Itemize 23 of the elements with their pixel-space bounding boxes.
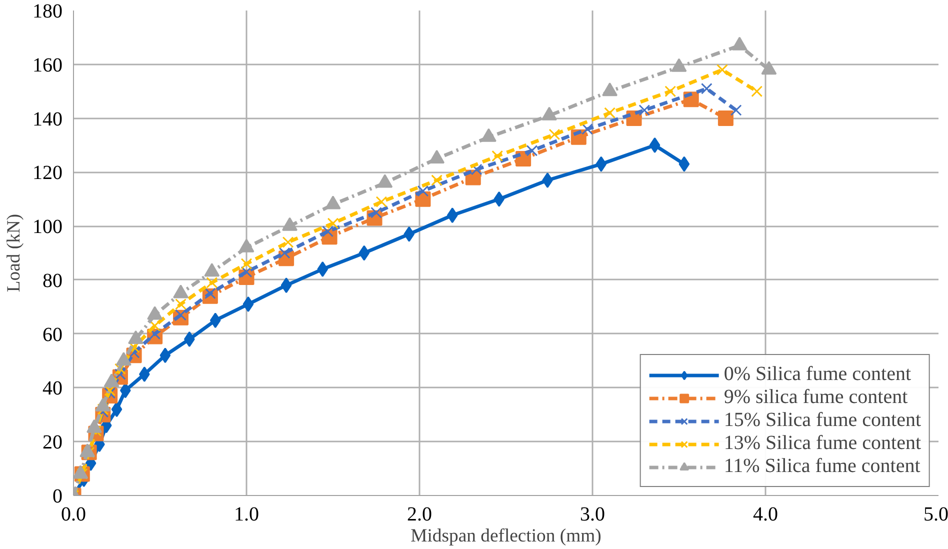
legend-label: 11% Silica fume content (724, 455, 920, 478)
legend-label: 13% Silica fume content (724, 432, 921, 455)
legend-label: 0% Silica fume content (724, 363, 911, 386)
y-tick-label: 100 (32, 216, 62, 238)
y-tick-label: 40 (42, 378, 62, 400)
y-tick-label: 140 (32, 108, 62, 130)
y-tick-label: 180 (32, 0, 62, 22)
x-tick-label: 4.0 (753, 504, 778, 526)
x-tick-label: 5.0 (924, 504, 948, 526)
y-tick-label: 120 (32, 162, 62, 184)
x-tick-label: 0.0 (61, 504, 86, 526)
y-tick-label: 60 (42, 324, 62, 346)
x-tick-label: 2.0 (407, 504, 432, 526)
y-axis-title: Load (kN) (4, 214, 24, 292)
x-tick-label: 3.0 (580, 504, 605, 526)
y-tick-label: 20 (42, 432, 62, 454)
legend-label: 15% Silica fume content (724, 409, 921, 432)
y-tick-label: 80 (42, 270, 62, 292)
legend-label: 9% silica fume content (724, 386, 908, 409)
y-tick-label: 0 (52, 486, 62, 508)
x-tick-label: 1.0 (234, 504, 259, 526)
x-axis-title: Midspan deflection (mm) (410, 526, 602, 546)
y-tick-label: 160 (32, 54, 62, 76)
